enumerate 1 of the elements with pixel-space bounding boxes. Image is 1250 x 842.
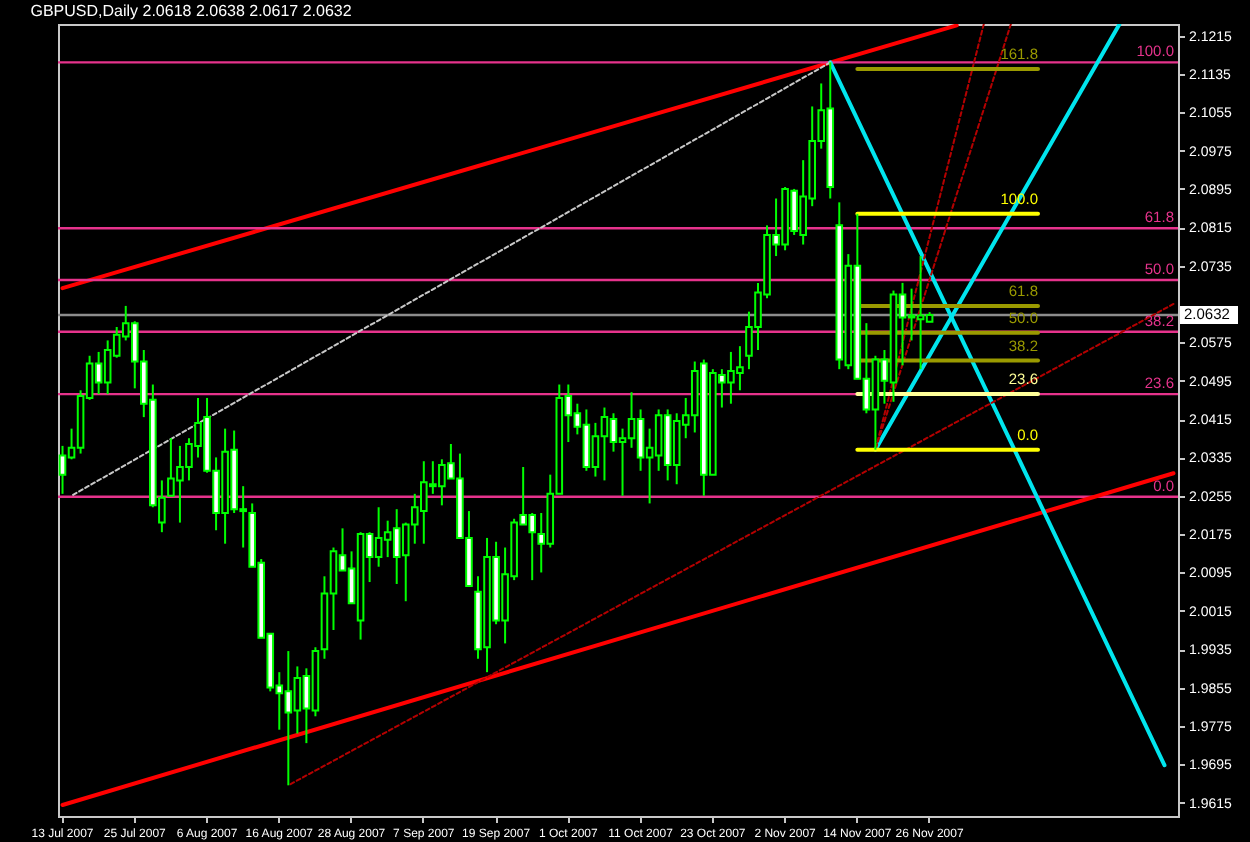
chart-title: GBPUSD,Daily 2.0618 2.0638 2.0617 2.0632 — [30, 2, 353, 20]
